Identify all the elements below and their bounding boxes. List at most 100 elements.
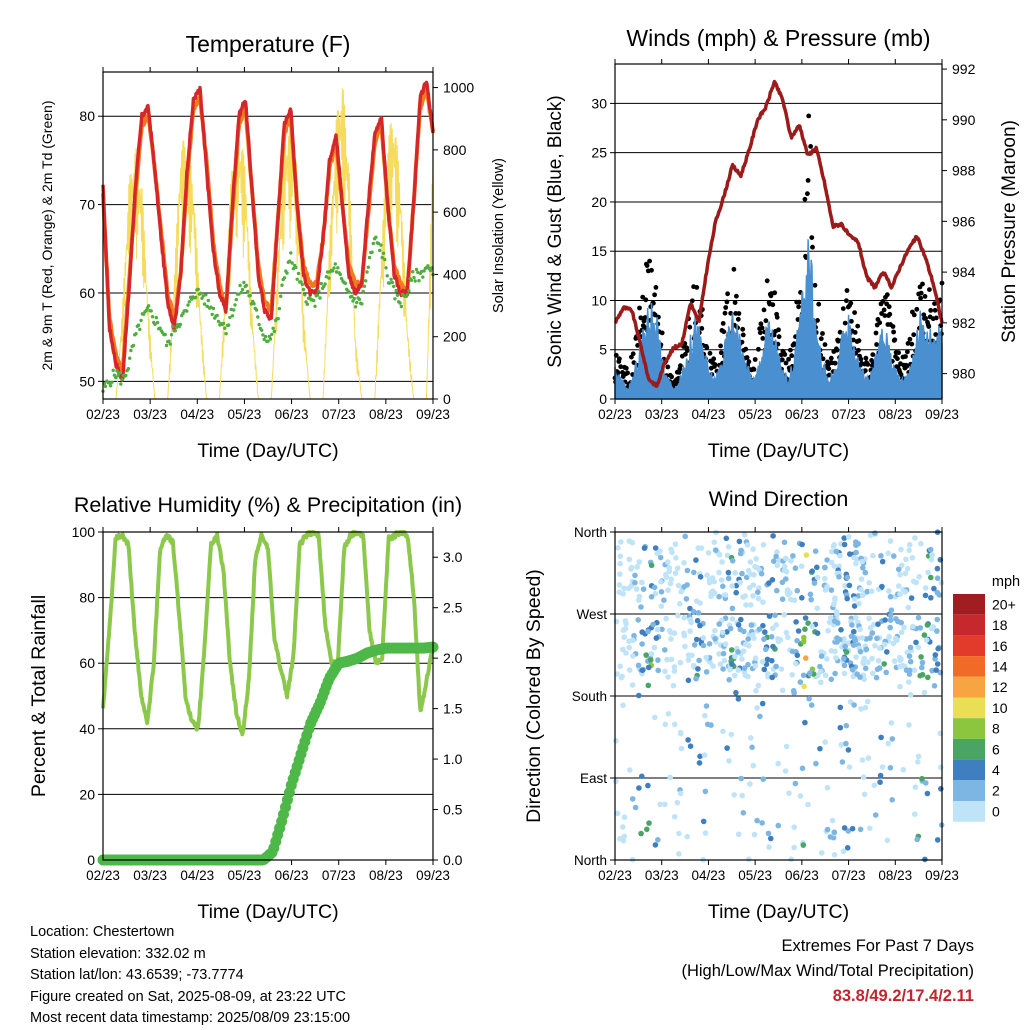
gust-point	[637, 305, 642, 311]
direction-point	[818, 653, 825, 659]
direction-point	[879, 764, 886, 770]
direction-point	[832, 597, 838, 603]
direction-point	[857, 626, 863, 633]
dewpoint-point	[216, 319, 221, 324]
direction-point	[826, 619, 833, 626]
gust-point	[891, 329, 896, 335]
gust-point	[694, 285, 700, 290]
dewpoint-point	[107, 381, 112, 385]
direction-point	[687, 628, 693, 634]
direction-point	[794, 587, 801, 594]
dewpoint-point	[173, 329, 177, 333]
direction-point	[635, 617, 641, 623]
direction-point	[644, 826, 650, 833]
direction-point	[838, 742, 845, 748]
y2-tick-label: 992	[952, 61, 976, 77]
dewpoint-point	[254, 308, 259, 312]
direction-point	[841, 655, 847, 662]
direction-point	[655, 667, 661, 674]
direction-point	[870, 552, 876, 559]
direction-point	[697, 753, 703, 760]
direction-point	[700, 818, 707, 825]
colorbar-swatch	[953, 697, 985, 719]
y2-tick-label: 988	[952, 163, 976, 179]
direction-point	[831, 563, 838, 569]
gust-point	[615, 370, 621, 375]
gust-point	[809, 235, 815, 241]
direction-point	[866, 580, 872, 586]
direction-point	[702, 788, 709, 795]
direction-point	[886, 588, 892, 594]
gust-point	[932, 307, 938, 313]
direction-point	[673, 555, 679, 561]
colorbar-swatch	[953, 718, 985, 739]
dewpoint-point	[385, 274, 389, 278]
direction-point	[638, 830, 644, 837]
direction-point	[751, 635, 757, 641]
direction-point	[648, 594, 655, 600]
direction-point	[874, 666, 881, 673]
direction-point	[703, 703, 710, 709]
dewpoint-point	[331, 269, 335, 273]
direction-point	[800, 842, 807, 848]
gust-point	[873, 330, 879, 336]
direction-point	[716, 593, 722, 600]
direction-point	[720, 583, 726, 590]
dewpoint-point	[413, 279, 417, 283]
direction-point	[838, 627, 844, 633]
x-tick-label: 02/23	[598, 868, 632, 883]
direction-point	[684, 567, 691, 574]
direction-point	[683, 596, 690, 602]
direction-point	[724, 629, 730, 635]
dewpoint-point	[414, 267, 419, 272]
direction-point	[822, 564, 828, 571]
direction-point	[818, 850, 825, 856]
gust-point	[704, 345, 710, 350]
direction-point	[629, 539, 636, 546]
direction-point	[870, 621, 877, 628]
x-tick-label: 09/23	[925, 407, 959, 422]
direction-point	[735, 649, 741, 655]
y2-tick-label: 2.0	[443, 650, 463, 666]
direction-point	[782, 768, 789, 774]
direction-point	[729, 583, 735, 589]
direction-point	[754, 817, 760, 824]
direction-point	[682, 643, 688, 650]
dewpoint-point	[364, 279, 368, 283]
x-tick-label: 07/23	[832, 868, 866, 883]
direction-point	[877, 772, 884, 779]
gust-point	[725, 291, 730, 297]
direction-point	[674, 799, 681, 806]
direction-point	[712, 627, 718, 634]
gust-point	[711, 356, 717, 362]
direction-point	[647, 657, 654, 663]
direction-point	[639, 641, 645, 647]
direction-point	[676, 851, 682, 857]
direction-point	[935, 645, 941, 652]
direction-point	[712, 636, 718, 642]
gust-point	[812, 282, 818, 288]
direction-point	[805, 620, 811, 626]
direction-point	[681, 560, 687, 566]
dewpoint-point	[261, 333, 265, 337]
dewpoint-point	[119, 382, 123, 386]
direction-point	[898, 629, 905, 636]
direction-point	[633, 586, 640, 592]
gust-point	[638, 315, 644, 321]
gust-point	[718, 350, 724, 356]
dewpoint-point	[149, 309, 153, 313]
gust-point	[863, 355, 869, 361]
dewpoint-point	[252, 302, 256, 306]
direction-point	[763, 646, 769, 653]
direction-point	[648, 651, 655, 657]
dewpoint-point	[108, 384, 113, 388]
direction-point	[828, 559, 835, 566]
direction-point	[792, 780, 799, 787]
direction-point	[781, 567, 788, 573]
dewpoint-point	[232, 308, 236, 312]
y2-tick-label: 1.5	[443, 701, 463, 717]
dewpoint-point	[276, 317, 280, 321]
direction-point	[685, 677, 692, 684]
direction-point	[691, 569, 697, 576]
direction-point	[885, 740, 892, 747]
